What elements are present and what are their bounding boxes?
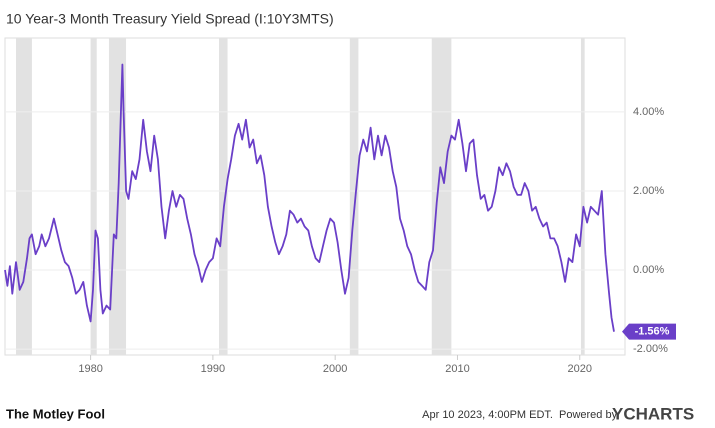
recession-band: [349, 38, 359, 355]
x-tick-label: 2010: [445, 363, 469, 375]
plot-frame: [4, 37, 626, 356]
x-tick-label: 1980: [78, 363, 102, 375]
timestamp: Apr 10 2023, 4:00PM EDT.: [422, 409, 553, 421]
recession-band: [16, 38, 32, 355]
recession-band: [219, 38, 228, 355]
chart-title: 10 Year-3 Month Treasury Yield Spread (I…: [6, 11, 334, 27]
recession-band: [90, 38, 97, 355]
recession-band: [580, 38, 585, 355]
x-tick-label: 2020: [568, 363, 592, 375]
provider: YCHARTS: [612, 404, 694, 423]
last-value-label: -1.56%: [635, 326, 670, 338]
recession-band: [431, 38, 452, 355]
y-tick-label: -2.00%: [633, 343, 668, 355]
y-tick-label: 2.00%: [633, 185, 664, 197]
brand: The Motley Fool: [6, 406, 105, 421]
y-tick-label: 0.00%: [633, 264, 664, 276]
last-value-flag: [622, 323, 676, 340]
series-line: [4, 63, 615, 332]
x-tick-label: 2000: [323, 363, 347, 375]
y-tick-label: 4.00%: [633, 106, 664, 118]
x-tick-label: 1990: [201, 363, 225, 375]
powered-by: Powered by: [559, 409, 618, 421]
